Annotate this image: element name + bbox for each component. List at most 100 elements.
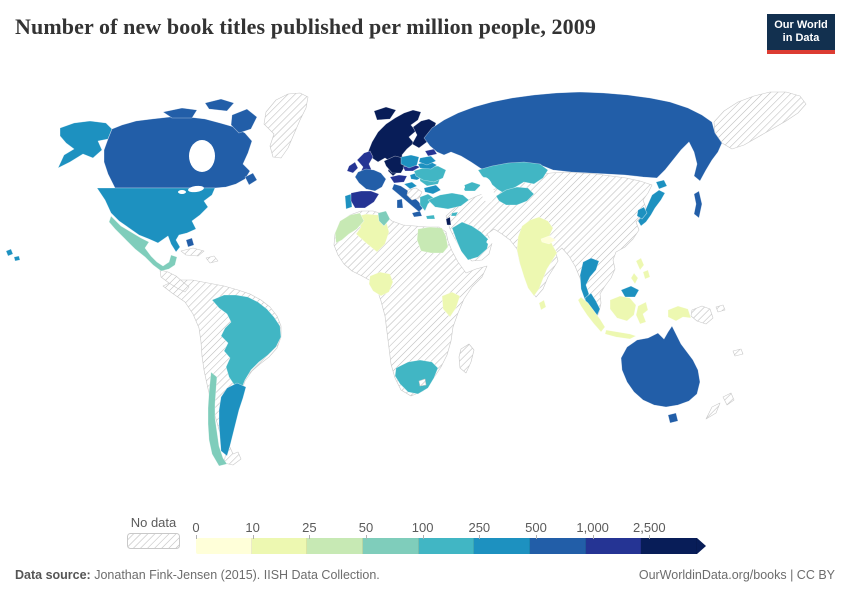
region-russia[interactable]: [423, 91, 723, 182]
region-tunisia[interactable]: [377, 210, 391, 227]
legend-segment[interactable]: [474, 538, 531, 554]
region-iceland[interactable]: [373, 106, 397, 121]
region-philippines-2[interactable]: [642, 269, 651, 280]
region-morocco[interactable]: [334, 212, 365, 244]
credit-link[interactable]: OurWorldinData.org/books | CC BY: [638, 568, 835, 582]
region-new-zealand-south[interactable]: [705, 402, 721, 420]
region-greenland[interactable]: [263, 92, 309, 159]
region-nigeria[interactable]: [368, 271, 394, 297]
region-hispaniola[interactable]: [205, 255, 219, 264]
region-indonesia-sulawesi[interactable]: [635, 301, 649, 325]
region-kenya[interactable]: [441, 291, 461, 318]
legend-segment[interactable]: [585, 538, 642, 554]
region-hawaii-2[interactable]: [13, 255, 21, 262]
legend-arrow: [697, 538, 707, 554]
legend-tick-label: 0: [192, 520, 200, 535]
region-mexico[interactable]: [108, 215, 178, 272]
region-greece[interactable]: [419, 193, 435, 212]
region-canada-island-2[interactable]: [204, 98, 235, 112]
region-germany[interactable]: [383, 155, 406, 174]
region-indonesia-java[interactable]: [604, 329, 637, 340]
region-croatia[interactable]: [403, 181, 418, 190]
region-argentina[interactable]: [218, 382, 247, 457]
legend-segment[interactable]: [251, 538, 308, 554]
region-canada-newfoundland[interactable]: [244, 172, 258, 186]
legend-segment[interactable]: [196, 538, 252, 554]
region-alpine[interactable]: [389, 174, 408, 184]
region-thailand[interactable]: [579, 257, 600, 301]
region-usa[interactable]: [96, 187, 216, 253]
region-canada-island-3[interactable]: [230, 108, 258, 134]
region-indonesia-kalimantan[interactable]: [609, 295, 637, 322]
region-hawaii-1[interactable]: [5, 248, 14, 257]
legend-segment[interactable]: [418, 538, 475, 554]
region-caucasus[interactable]: [461, 181, 482, 192]
region-west-balkans[interactable]: [406, 187, 423, 201]
region-cyprus[interactable]: [450, 211, 459, 217]
region-italy[interactable]: [391, 183, 424, 213]
region-sri-lanka[interactable]: [538, 299, 547, 311]
region-bulgaria[interactable]: [423, 184, 442, 195]
region-indonesia-sumatra[interactable]: [577, 296, 606, 333]
region-bahamas[interactable]: [185, 237, 195, 248]
region-new-caledonia[interactable]: [732, 348, 744, 357]
legend-tick-mark: [592, 535, 594, 539]
region-new-zealand-north[interactable]: [722, 392, 735, 406]
region-saudi-arabia[interactable]: [451, 221, 490, 261]
region-papua-new-guinea[interactable]: [690, 305, 714, 325]
region-portugal[interactable]: [344, 193, 353, 210]
region-australia[interactable]: [620, 325, 701, 408]
region-south-africa[interactable]: [394, 359, 439, 395]
region-turkey[interactable]: [427, 192, 470, 210]
region-india[interactable]: [516, 216, 558, 297]
region-algeria[interactable]: [353, 213, 390, 253]
region-japan-hokkaido[interactable]: [655, 179, 668, 190]
legend-tick-mark: [309, 535, 311, 539]
region-sardinia[interactable]: [396, 198, 404, 209]
region-canada-island-1[interactable]: [162, 107, 198, 119]
legend-segment[interactable]: [530, 538, 586, 554]
region-cuba[interactable]: [180, 247, 205, 257]
region-nepal[interactable]: [540, 235, 557, 245]
region-south-korea[interactable]: [636, 206, 648, 220]
region-philippines-1[interactable]: [635, 257, 645, 271]
data-source-text: Jonathan Fink-Jensen (2015). IISH Data C…: [90, 568, 380, 582]
region-indonesia-papua[interactable]: [667, 305, 692, 322]
legend-tick-label: 1,000: [576, 520, 609, 535]
owid-logo-box: Our World in Data: [767, 14, 835, 50]
region-ireland[interactable]: [346, 161, 359, 174]
caspian-sea: [480, 177, 494, 203]
owid-logo-accent: [767, 50, 835, 54]
owid-logo-line2: in Data: [782, 32, 820, 44]
legend-tick-label: 250: [468, 520, 491, 535]
legend-tick-mark: [479, 535, 481, 539]
region-crete[interactable]: [425, 214, 436, 220]
region-baltics[interactable]: [418, 155, 437, 166]
owid-logo[interactable]: Our World in Data: [767, 14, 835, 54]
region-israel[interactable]: [445, 216, 452, 226]
region-philippines-3[interactable]: [630, 272, 639, 285]
region-central-america[interactable]: [159, 269, 190, 293]
legend-segment[interactable]: [641, 538, 698, 554]
region-chile[interactable]: [207, 371, 228, 467]
region-chukotka[interactable]: [713, 91, 807, 150]
region-tasmania[interactable]: [667, 412, 679, 424]
legend-segment[interactable]: [307, 538, 364, 554]
region-france[interactable]: [354, 168, 387, 192]
legend-no-data-swatch[interactable]: [127, 533, 180, 549]
region-sakhalin[interactable]: [693, 190, 703, 219]
region-canada[interactable]: [103, 116, 253, 189]
legend-segment[interactable]: [363, 538, 419, 554]
region-estonia[interactable]: [424, 148, 438, 157]
region-central-asia[interactable]: [495, 186, 535, 206]
region-madagascar[interactable]: [458, 343, 475, 374]
region-sicily[interactable]: [411, 210, 423, 218]
region-papua-new-guinea-2[interactable]: [715, 304, 726, 313]
region-alaska[interactable]: [57, 120, 113, 169]
region-poland[interactable]: [400, 154, 420, 169]
region-spain[interactable]: [350, 190, 380, 209]
region-brazil[interactable]: [211, 294, 282, 391]
region-malaysia-borneo[interactable]: [620, 285, 640, 298]
region-egypt[interactable]: [416, 226, 449, 254]
region-lesotho[interactable]: [418, 378, 427, 387]
